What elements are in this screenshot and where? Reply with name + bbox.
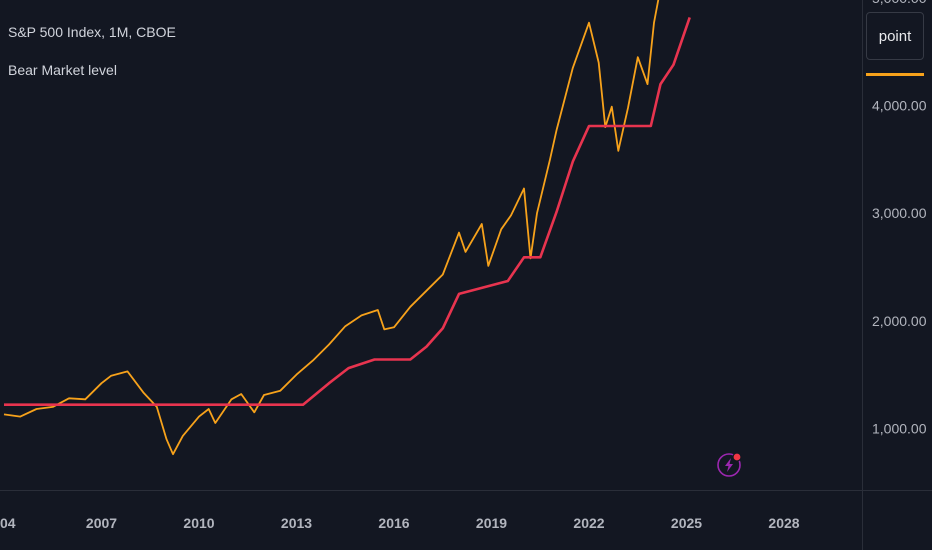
indicator-label: Bear Market level [8,62,117,78]
lightning-icon[interactable] [717,452,742,477]
series-layer [3,0,691,456]
series-line-price[interactable] [3,0,690,456]
price-scale[interactable]: 1,000.00 2,000.00 3,000.00 4,000.00 5,000.00 [872,0,927,436]
price-unit-label: point [878,27,912,45]
x-tick-label: 2007 [86,515,117,531]
x-tick-label: 04 [0,515,16,531]
x-tick-label: 2025 [671,515,702,531]
price-unit-button[interactable]: point [866,12,924,60]
time-scale[interactable]: 04 2007 2010 2013 2016 2019 2022 2025 2028 [0,515,800,531]
y-tick-label: 5,000.00 [872,0,927,6]
series-line-bear-market[interactable] [4,16,691,407]
y-tick-label: 2,000.00 [872,313,927,329]
x-tick-label: 2010 [183,515,214,531]
price-unit-indicator [866,73,924,76]
x-tick-label: 2013 [281,515,312,531]
x-tick-label: 2019 [476,515,507,531]
y-tick-label: 4,000.00 [872,98,927,114]
x-tick-label: 2016 [378,515,409,531]
y-tick-label: 3,000.00 [872,205,927,221]
x-tick-label: 2022 [573,515,604,531]
x-tick-label: 2028 [768,515,799,531]
y-tick-label: 1,000.00 [872,420,927,436]
chart-title: S&P 500 Index, 1M, CBOE [8,24,176,40]
